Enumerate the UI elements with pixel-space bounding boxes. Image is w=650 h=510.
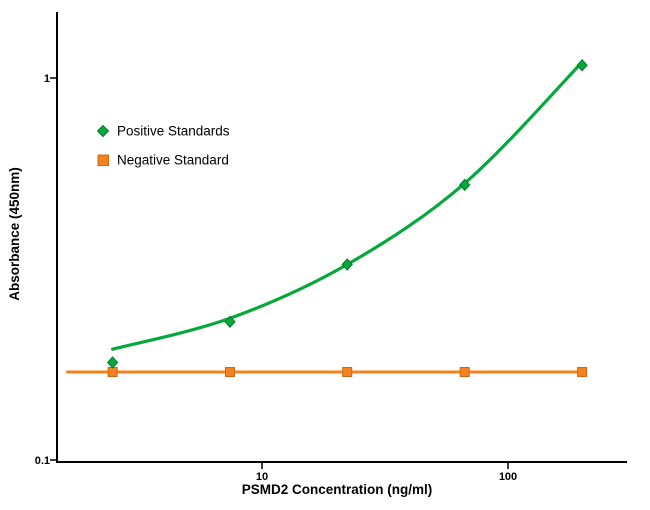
positive-standards-marker [341, 258, 353, 271]
positive-standards-marker [459, 178, 471, 192]
y-tick-label-0-1: 0.1 [35, 455, 50, 467]
legend-negative-marker-icon [97, 154, 109, 166]
x-tick-label-10: 10 [256, 471, 268, 483]
negative-standard-marker [225, 367, 235, 377]
positive-standards-marker [106, 356, 119, 369]
legend: Positive Standards Negative Standard [96, 124, 230, 168]
positive-standards-curve [111, 60, 584, 351]
negative-standard-marker [459, 367, 470, 377]
legend-positive-label: Positive Standards [117, 124, 230, 139]
y-tick-label-1: 1 [44, 73, 50, 85]
y-axis-label: Absorbance (450nm) [7, 167, 22, 301]
plot-area [66, 58, 588, 377]
legend-positive-marker-icon [96, 124, 110, 138]
negative-standard-marker [342, 367, 353, 377]
positive-standards-marker [576, 58, 588, 72]
x-axis-label: PSMD2 Concentration (ng/ml) [242, 482, 433, 497]
negative-standard-marker [577, 367, 588, 377]
x-tick-label-100: 100 [499, 471, 517, 483]
positive-standards-marker [224, 315, 236, 329]
negative-standard-marker [107, 367, 118, 377]
legend-negative-label: Negative Standard [117, 153, 229, 168]
